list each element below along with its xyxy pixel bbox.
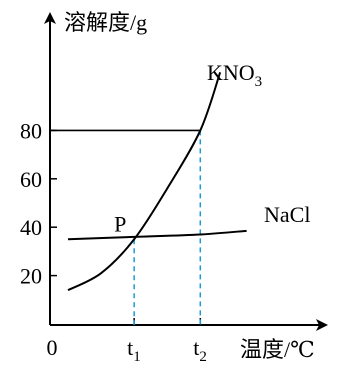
y-tick-label: 60 [20, 167, 42, 192]
series-label-kno3-subscript: 3 [255, 74, 263, 90]
series-layer [67, 71, 247, 292]
y-tick-label: 20 [20, 264, 42, 289]
nacl-line [67, 229, 247, 241]
x-tick-label-t1: t1 [127, 335, 141, 365]
x-tick-label-t2: t2 [193, 335, 207, 365]
axes [44, 12, 328, 331]
y-tick-label: 80 [20, 118, 42, 143]
x-axis-label: 温度/℃ [240, 337, 315, 362]
y-tick-label: 40 [20, 215, 42, 240]
x-tick-subscript: 1 [133, 349, 141, 365]
y-axis-label: 溶解度/g [64, 10, 147, 35]
intersection-label-p: P [114, 211, 126, 236]
x-tick-subscript: 2 [199, 349, 207, 365]
kno3-curve [67, 71, 222, 292]
guides [50, 129, 202, 325]
series-label-nacl: NaCl [264, 202, 310, 227]
y-axis-arrow-icon [44, 12, 56, 24]
origin-label: 0 [47, 335, 58, 360]
x-axis-arrow-icon [316, 319, 328, 331]
